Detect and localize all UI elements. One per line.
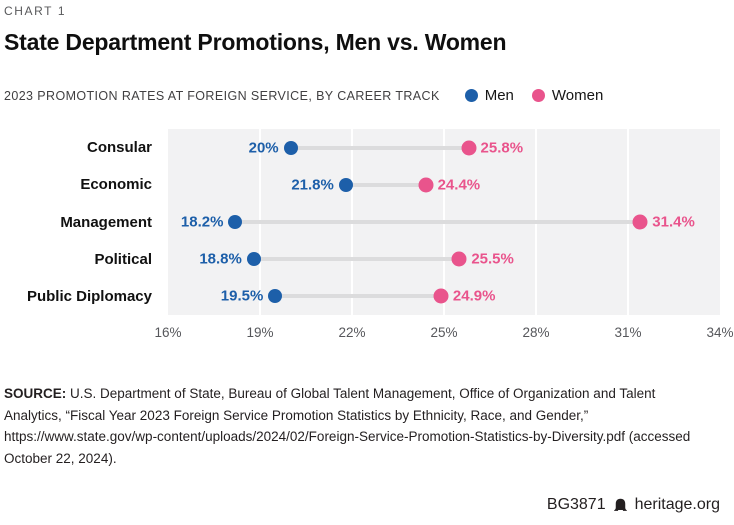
men-dot (283, 140, 298, 155)
x-tick-label: 34% (706, 325, 734, 340)
connector-line (345, 182, 426, 187)
source-label: SOURCE: (4, 386, 67, 401)
women-dot (451, 251, 467, 267)
men-value-label: 18.8% (199, 250, 242, 268)
women-value-label: 25.5% (471, 250, 514, 268)
x-tick-label: 25% (430, 325, 458, 340)
category-labels: Consular Economic Management Political Publi… (4, 129, 152, 315)
x-tick-label: 16% (154, 325, 182, 340)
women-value-label: 31.4% (652, 213, 695, 231)
x-tick-label: 19% (246, 325, 274, 340)
legend-label: Women (551, 87, 604, 104)
report-id: BG3871 (546, 496, 606, 513)
women-dot (632, 214, 648, 230)
x-axis: 16% 19% 22% 25% 28% 31% 34% (154, 325, 733, 341)
women-value-label: 24.9% (452, 287, 496, 305)
site-name: heritage.org (634, 496, 720, 513)
men-value-label: 19.5% (220, 287, 264, 305)
source-text: U.S. Department of State, Bureau of Glob… (4, 386, 691, 466)
category-label: Economic (80, 176, 152, 194)
heritage-bell-icon (612, 497, 629, 514)
plot-area: 20% 25.8% 21.8% 24.4% 18.2% 31.4% 18.8% 25.5% 19… (168, 129, 720, 315)
x-tick-label: 31% (614, 325, 642, 340)
connector-line (253, 257, 460, 262)
chart-title: State Department Promotions, Men vs. Wom… (4, 29, 507, 55)
category-label: Public Diplomacy (26, 287, 152, 305)
legend-dot-icon (531, 89, 545, 102)
women-dot (461, 140, 477, 156)
women-dot (418, 177, 434, 193)
category-label: Consular (86, 139, 152, 157)
chart-subtitle: 2023 PROMOTION RATES AT FOREIGN SERVICE,… (4, 88, 440, 103)
men-dot (228, 215, 243, 229)
legend-item-men: Men (464, 87, 514, 104)
category-label: Management (60, 213, 152, 231)
legend: Men Women (464, 87, 604, 104)
connector-line (275, 294, 441, 299)
women-dot (433, 288, 449, 304)
dumbbell-chart: Consular Economic Management Political Publi… (4, 129, 734, 341)
chart-kicker: CHART 1 (4, 4, 67, 18)
connector-line (290, 145, 469, 150)
legend-label: Men (484, 87, 514, 104)
men-dot (246, 252, 261, 267)
men-value-label: 21.8% (291, 176, 334, 194)
women-value-label: 24.4% (437, 176, 481, 194)
men-value-label: 20% (248, 139, 279, 157)
plot-wrap: 20% 25.8% 21.8% 24.4% 18.2% 31.4% 18.8% 25.5% 19… (154, 129, 734, 341)
source-note: SOURCE: U.S. Department of State, Bureau… (4, 383, 702, 469)
men-dot (338, 177, 353, 192)
men-dot (268, 289, 283, 304)
legend-item-women: Women (531, 87, 604, 104)
legend-dot-icon (464, 89, 478, 102)
connector-line (235, 220, 641, 224)
men-value-label: 18.2% (180, 213, 224, 231)
women-value-label: 25.8% (480, 139, 524, 157)
x-tick-label: 28% (522, 325, 550, 340)
subtitle-row: 2023 PROMOTION RATES AT FOREIGN SERVICE,… (4, 87, 720, 104)
x-tick-label: 22% (338, 325, 366, 340)
category-label: Political (94, 250, 152, 268)
footer: BG3871 heritage.org (4, 496, 720, 514)
